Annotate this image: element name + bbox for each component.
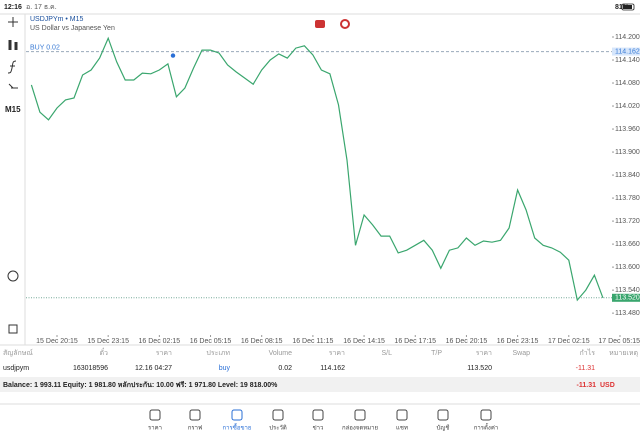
bid-tag bbox=[612, 293, 640, 302]
flag-icon bbox=[340, 19, 350, 29]
x-tick-label: 16 Dec 11:15 bbox=[292, 338, 333, 345]
cell-profit[interactable]: -11.31 bbox=[576, 365, 595, 372]
tab-icon[interactable] bbox=[396, 409, 408, 421]
tab-icon[interactable] bbox=[437, 409, 449, 421]
y-tick-label: 114.020 bbox=[615, 103, 640, 110]
tab-label[interactable]: การตั้งค่า bbox=[474, 422, 498, 432]
column-header: ประเภท bbox=[206, 350, 230, 357]
tab-label[interactable]: บัญชี bbox=[437, 424, 450, 432]
y-tick-label: 113.600 bbox=[615, 264, 640, 271]
x-tick-label: 16 Dec 23:15 bbox=[497, 338, 539, 345]
y-tick-label: 113.900 bbox=[615, 149, 640, 156]
x-tick-label: 16 Dec 08:15 bbox=[241, 338, 283, 345]
column-header: ราคา bbox=[329, 350, 345, 357]
y-tick-label: 113.540 bbox=[615, 287, 640, 294]
timeframe[interactable]: M15 bbox=[5, 105, 21, 114]
y-tick-label: 113.480 bbox=[615, 310, 640, 317]
column-header: ราคา bbox=[476, 350, 492, 357]
crosshair-icon[interactable] bbox=[8, 17, 18, 27]
column-header: กำไร bbox=[580, 348, 596, 357]
objects-icon[interactable] bbox=[8, 83, 18, 89]
tab-label[interactable]: ราคา bbox=[148, 425, 162, 432]
cell-ticket[interactable]: 163018596 bbox=[73, 365, 108, 372]
order-icon[interactable] bbox=[8, 324, 18, 334]
tab-icon[interactable] bbox=[189, 409, 201, 421]
x-tick-label: 16 Dec 17:15 bbox=[394, 338, 436, 345]
y-tick-label: 113.780 bbox=[615, 195, 640, 202]
y-tick-label: 113.660 bbox=[615, 241, 640, 248]
position-label: BUY 0.02 bbox=[30, 44, 60, 51]
y-tick-label: 113.960 bbox=[615, 126, 640, 133]
summary-profit: -11.31 bbox=[577, 382, 597, 389]
tab-icon[interactable] bbox=[312, 409, 324, 421]
chart-title: USDJPYm • M15 bbox=[30, 16, 84, 23]
tab-icon[interactable] bbox=[149, 409, 161, 421]
x-tick-label: 15 Dec 23:15 bbox=[87, 338, 129, 345]
tab-icon[interactable] bbox=[354, 409, 366, 421]
column-header: Swap bbox=[512, 350, 530, 357]
column-header: ตั๋ว bbox=[100, 348, 109, 357]
y-tick-label: 114.140 bbox=[615, 57, 640, 64]
x-tick-label: 16 Dec 14:15 bbox=[343, 338, 385, 345]
column-header: ราคา bbox=[156, 350, 172, 357]
x-tick-label: 16 Dec 20:15 bbox=[446, 338, 488, 345]
tab-label[interactable]: กล่องจดหมาย bbox=[342, 425, 378, 432]
summary-text: Balance: 1 993.11 Equity: 1 981.80 หลักป… bbox=[3, 381, 278, 389]
battery-level bbox=[623, 5, 632, 9]
column-header: T/P bbox=[431, 350, 442, 357]
cell-time[interactable]: 12.16 04:27 bbox=[135, 365, 172, 372]
tab-label[interactable]: ประวัติ bbox=[269, 425, 287, 432]
tab-label[interactable]: ข่าว bbox=[313, 425, 324, 432]
x-tick-label: 17 Dec 02:15 bbox=[548, 338, 590, 345]
x-tick-label: 16 Dec 02:15 bbox=[139, 338, 181, 345]
battery-icon bbox=[621, 3, 635, 11]
bid-tag-label: 113.520 bbox=[615, 295, 640, 302]
price-line bbox=[30, 36, 604, 302]
column-header: หมายเหตุ bbox=[609, 350, 638, 357]
flag-icon bbox=[315, 20, 325, 28]
column-header: Volume bbox=[269, 350, 292, 357]
entry-marker bbox=[170, 53, 176, 58]
function-icon[interactable] bbox=[7, 60, 17, 74]
cell-type[interactable]: buy bbox=[219, 365, 231, 372]
summary-bar bbox=[0, 377, 640, 392]
status-date: อ. 17 ธ.ค. bbox=[26, 4, 57, 11]
x-tick-label: 17 Dec 05:15 bbox=[598, 338, 640, 345]
column-header: S/L bbox=[381, 350, 392, 357]
y-tick-label: 114.080 bbox=[615, 80, 640, 87]
y-tick-label: 114.200 bbox=[615, 34, 640, 41]
summary-currency: USD bbox=[600, 382, 615, 389]
x-tick-label: 15 Dec 20:15 bbox=[36, 338, 78, 345]
tab-icon[interactable] bbox=[231, 409, 243, 421]
y-tick-label: 113.720 bbox=[615, 218, 640, 225]
cell-volume[interactable]: 0.02 bbox=[278, 365, 292, 372]
y-tick-label: 113.840 bbox=[615, 172, 640, 179]
chart-subtitle: US Dollar vs Japanese Yen bbox=[30, 25, 115, 32]
status-time: 12:16 bbox=[4, 4, 22, 11]
column-header: สัญลักษณ์ bbox=[3, 349, 33, 357]
position-tag bbox=[612, 47, 640, 56]
signal-icon[interactable] bbox=[7, 270, 19, 282]
cell-price[interactable]: 113.520 bbox=[467, 365, 492, 372]
tab-icon[interactable] bbox=[480, 409, 492, 421]
tab-icon[interactable] bbox=[272, 409, 284, 421]
tab-label[interactable]: การซื้อขาย bbox=[223, 422, 252, 432]
x-tick-label: 16 Dec 05:15 bbox=[190, 338, 232, 345]
tab-label[interactable]: กราฟ bbox=[188, 425, 202, 432]
tab-label[interactable]: แชท bbox=[396, 425, 408, 432]
cell-symbol[interactable]: usdjpym bbox=[3, 365, 29, 372]
cell-open-price[interactable]: 114.162 bbox=[320, 365, 345, 372]
indicator-icon[interactable] bbox=[8, 40, 18, 50]
toolbar[interactable] bbox=[7, 17, 19, 334]
position-tag-label: 114.162 bbox=[615, 48, 640, 55]
